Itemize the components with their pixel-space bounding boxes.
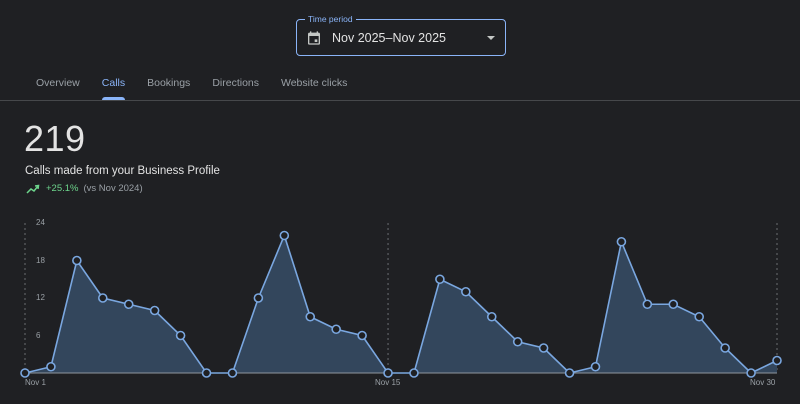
metric-label: Calls made from your Business Profile: [25, 165, 220, 177]
y-tick-12: 12: [36, 293, 45, 302]
tab-website-clicks[interactable]: Website clicks: [281, 77, 348, 89]
chevron-down-icon: [487, 35, 495, 40]
time-period-label: Time period: [305, 13, 356, 25]
chart-plot: [20, 223, 782, 378]
metric-total: 219: [24, 118, 86, 159]
trend-row: +25.1% (vs Nov 2024): [26, 183, 143, 194]
tab-bookings[interactable]: Bookings: [147, 77, 191, 89]
time-period-select[interactable]: Time period Nov 2025–Nov 2025: [296, 13, 506, 56]
trend-comparison: (vs Nov 2024): [83, 183, 143, 194]
tab-directions[interactable]: Directions: [212, 77, 259, 89]
tab-overview[interactable]: Overview: [36, 77, 80, 89]
tab-calls[interactable]: Calls: [101, 70, 126, 100]
y-tick-18: 18: [36, 256, 45, 265]
calendar-icon: [306, 30, 322, 46]
tabs-divider: [0, 100, 800, 101]
time-period-value: Nov 2025–Nov 2025: [332, 30, 446, 45]
y-tick-6: 6: [36, 331, 41, 340]
y-tick-24: 24: [36, 218, 45, 227]
x-tick-nov-30: Nov 30: [750, 378, 776, 387]
trend-change: +25.1%: [46, 183, 79, 194]
calls-chart: 24 18 12 6 Nov 1 Nov 15 Nov 30: [0, 210, 800, 404]
x-tick-nov-1: Nov 1: [25, 378, 46, 387]
x-tick-nov-15: Nov 15: [375, 378, 401, 387]
trending-up-icon: [26, 184, 40, 194]
metric-tabs: Overview Calls Bookings Directions Websi…: [25, 70, 369, 100]
